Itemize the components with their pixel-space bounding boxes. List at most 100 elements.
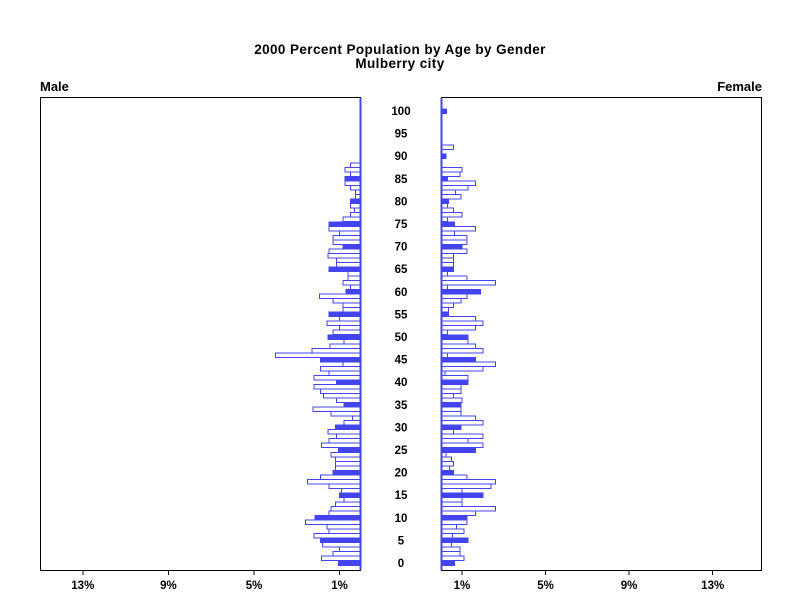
female-bar-age-66 [440,261,455,268]
female-bar-age-73 [440,230,456,236]
female-bar-age-86 [440,171,461,178]
female-bar-age-83 [440,185,469,191]
male-bar-age-23 [334,456,362,462]
male-bar-age-75 [328,221,362,227]
female-bar-age-43 [440,365,484,372]
female-bar-age-52 [440,325,476,331]
age-tick-label-45: 45 [395,355,408,367]
male-bar-age-1 [320,555,362,562]
male-bar-age-8 [326,524,362,530]
male-bar-age-22 [334,460,362,467]
male-pct-tick-label-1%: 1% [331,580,348,592]
female-bar-age-5 [440,537,469,544]
male-bar-age-16 [341,487,362,494]
male-bar-age-60 [345,289,362,295]
male-bar-age-72 [332,234,362,241]
male-bar-age-13 [334,501,362,507]
male-bar-age-87 [344,167,362,173]
male-bar-age-34 [312,406,362,413]
female-bar-age-75 [440,221,456,227]
male-bar-age-74 [328,225,362,232]
female-bar-age-33 [440,411,462,417]
female-bar-age-3 [440,546,461,553]
female-bar-age-78 [440,207,455,214]
female-bar-age-70 [440,243,463,250]
female-bar-age-19 [440,474,468,480]
female-bar-age-71 [440,239,468,245]
female-bar-age-2 [440,551,461,557]
male-bar-age-5 [319,537,362,544]
male-bar-age-63 [347,275,362,281]
male-bar-age-47 [311,347,362,354]
female-bar-age-37 [440,393,455,399]
female-bar-age-34 [440,406,462,413]
female-plot-box [441,97,762,571]
male-bar-age-77 [349,212,362,218]
male-bar-age-59 [318,293,362,300]
male-bar-age-36 [335,397,362,404]
male-bar-age-35 [343,402,362,408]
male-bar-age-4 [321,542,362,548]
male-bar-age-37 [323,393,362,399]
female-bar-age-14 [440,496,463,503]
age-tick-label-15: 15 [395,490,408,502]
age-tick-label-65: 65 [395,264,408,276]
age-tick-label-75: 75 [395,219,408,231]
female-bar-age-23 [440,456,452,462]
age-tick-label-0: 0 [398,558,404,570]
male-bar-age-57 [342,302,362,309]
age-tick-label-5: 5 [398,535,405,547]
female-bar-age-65 [440,266,455,272]
male-bar-age-88 [349,162,362,168]
male-bar-age-62 [342,280,362,286]
male-bar-age-6 [313,533,362,539]
male-bar-age-68 [327,252,362,259]
female-bar-age-35 [440,402,462,408]
male-bar-age-69 [328,248,362,254]
chart-subtitle: Mulberry city [355,56,445,71]
female-bar-age-41 [440,374,469,381]
male-bar-age-67 [335,257,362,263]
female-pct-tick-label-13%: 13% [701,580,724,592]
female-bar-age-81 [440,194,462,200]
male-bar-age-38 [319,388,362,394]
female-bar-age-20 [440,469,455,476]
male-bar-age-64 [347,270,362,277]
female-bar-age-72 [440,234,468,241]
male-bar-age-45 [319,356,362,363]
male-bar-age-58 [332,298,362,304]
age-tick-label-90: 90 [395,151,408,163]
male-bar-age-65 [328,266,362,272]
male-bar-age-86 [349,171,362,178]
age-tick-label-70: 70 [395,242,408,254]
male-bar-age-50 [327,334,362,340]
male-bar-age-51 [332,329,362,336]
female-bar-age-27 [440,438,469,444]
male-bar-age-53 [326,320,362,327]
female-bar-age-36 [440,397,463,404]
male-bar-age-15 [339,492,362,498]
female-pct-tick-label-5%: 5% [537,580,554,592]
male-bar-age-28 [335,433,362,440]
female-bar-age-0 [440,560,456,566]
female-bar-age-54 [440,316,476,322]
female-bar-age-57 [440,302,455,309]
male-bar-age-11 [328,510,362,517]
female-bar-age-69 [440,248,468,254]
female-bar-age-29 [440,429,455,435]
female-bar-age-28 [440,433,484,440]
male-bar-age-17 [328,483,362,489]
female-bar-age-38 [440,388,462,394]
male-bar-age-3 [339,546,362,553]
male-bar-age-10 [314,515,362,521]
male-bar-age-31 [343,420,362,426]
age-tick-label-100: 100 [391,106,410,118]
male-bar-age-76 [342,216,362,223]
female-bar-age-8 [440,524,458,530]
female-bar-age-63 [440,275,468,281]
male-bar-age-39 [313,383,362,390]
male-bar-age-55 [328,311,362,318]
age-tick-label-35: 35 [395,400,408,412]
female-bar-age-62 [440,280,496,286]
